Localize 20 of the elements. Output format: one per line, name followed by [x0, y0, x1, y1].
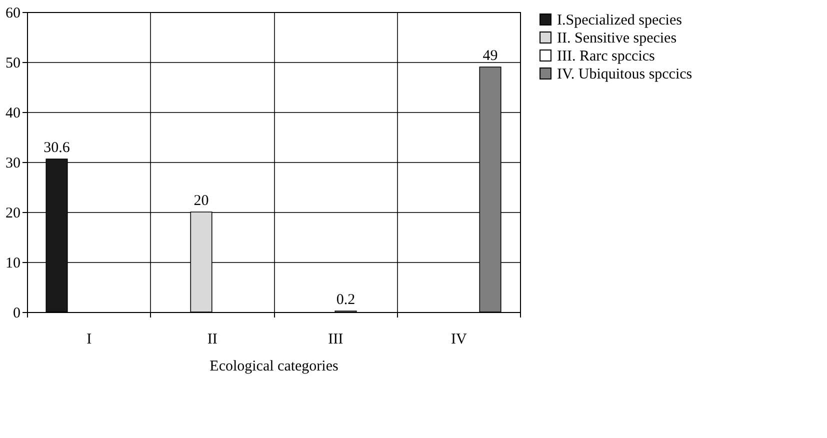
legend-label: IV. Ubiquitous spccics: [557, 66, 692, 82]
y-tick-label: 60: [6, 6, 20, 22]
data-label: 0.2: [336, 292, 356, 308]
x-tick-label: III: [328, 332, 344, 348]
y-tick-label: 0: [13, 306, 20, 322]
y-tick-label: 10: [6, 256, 20, 272]
y-tick-label: 30: [6, 156, 20, 172]
x-tick-label: IV: [450, 332, 467, 348]
legend-label: II. Sensitive species: [557, 30, 677, 46]
legend-label: III. Rarc spccics: [557, 48, 656, 64]
legend-label: I.Specialized species: [557, 12, 682, 28]
x-tick-label: II: [207, 332, 218, 348]
data-label: 49: [482, 48, 498, 64]
x-tick-label: I: [86, 332, 92, 348]
data-label: 20: [194, 193, 209, 209]
y-tick-label: 20: [6, 206, 20, 222]
y-tick-label: 40: [6, 106, 20, 122]
x-axis-title: Ecological categories: [210, 358, 339, 374]
data-label: 30.6: [44, 140, 70, 156]
y-tick-label: 50: [6, 56, 20, 72]
